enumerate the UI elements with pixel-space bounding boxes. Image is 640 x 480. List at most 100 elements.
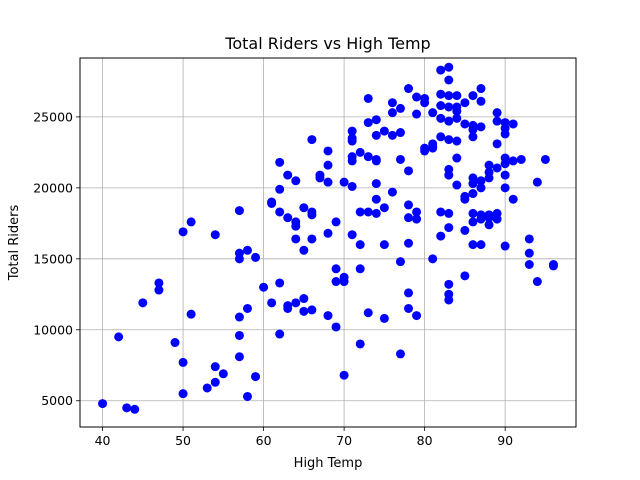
scatter-point <box>307 135 317 145</box>
scatter-point <box>492 116 502 126</box>
scatter-point <box>468 189 478 199</box>
scatter-point <box>436 113 446 123</box>
scatter-point <box>468 125 478 135</box>
scatter-point <box>178 389 188 399</box>
scatter-point <box>468 91 478 101</box>
scatter-point <box>251 252 261 262</box>
scatter-point <box>307 305 317 315</box>
scatter-point <box>460 194 470 204</box>
scatter-point <box>130 404 140 414</box>
scatter-point <box>355 147 365 157</box>
scatter-point <box>444 62 454 72</box>
scatter-point <box>291 234 301 244</box>
scatter-point <box>283 213 293 223</box>
scatter-point <box>436 65 446 75</box>
scatter-point <box>412 109 422 119</box>
scatter-point <box>500 241 510 251</box>
scatter-point <box>387 108 397 118</box>
scatter-point <box>275 329 285 339</box>
scatter-point <box>347 126 357 136</box>
y-tick-label: 20000 <box>33 180 73 195</box>
scatter-point <box>371 115 381 125</box>
scatter-point <box>516 154 526 164</box>
scatter-point <box>452 136 462 146</box>
scatter-point <box>524 234 534 244</box>
scatter-point <box>436 89 446 99</box>
scatter-point <box>460 225 470 235</box>
scatter-point <box>138 298 148 308</box>
scatter-point <box>363 308 373 318</box>
scatter-point <box>476 176 486 186</box>
scatter-point <box>540 154 550 164</box>
x-axis-label: High Temp <box>294 456 363 471</box>
scatter-point <box>452 180 462 190</box>
scatter-point <box>492 214 502 224</box>
scatter-point <box>283 170 293 180</box>
scatter-point <box>387 98 397 108</box>
scatter-point <box>234 312 244 322</box>
y-axis-label: Total Riders <box>7 205 22 282</box>
scatter-point <box>484 173 494 183</box>
scatter-point <box>242 303 252 313</box>
scatter-point <box>395 257 405 267</box>
scatter-point <box>379 126 389 136</box>
scatter-point <box>323 228 333 238</box>
data-points <box>98 62 558 414</box>
scatter-point <box>315 173 325 183</box>
scatter-point <box>444 135 454 145</box>
scatter-point <box>484 220 494 230</box>
y-tick-label: 5000 <box>41 393 73 408</box>
scatter-point <box>404 238 414 248</box>
chart-title: Total Riders vs High Temp <box>224 34 430 53</box>
scatter-point <box>234 254 244 264</box>
scatter-point <box>347 136 357 146</box>
scatter-point <box>444 102 454 112</box>
scatter-point <box>251 372 261 382</box>
scatter-point <box>242 245 252 255</box>
scatter-point <box>339 177 349 187</box>
scatter-point <box>331 217 341 227</box>
scatter-point <box>548 261 558 271</box>
scatter-point <box>275 278 285 288</box>
x-tick-label: 70 <box>336 433 352 448</box>
scatter-point <box>387 130 397 140</box>
scatter-point <box>218 369 228 379</box>
scatter-point <box>210 377 220 387</box>
scatter-point <box>347 230 357 240</box>
scatter-point <box>508 156 518 166</box>
scatter-point <box>500 183 510 193</box>
scatter-point <box>323 146 333 156</box>
scatter-point <box>267 198 277 208</box>
x-tick-label: 50 <box>175 433 191 448</box>
scatter-point <box>259 282 269 292</box>
scatter-point <box>363 93 373 103</box>
scatter-point <box>500 129 510 139</box>
scatter-point <box>420 98 430 108</box>
scatter-point <box>476 96 486 106</box>
scatter-point <box>404 213 414 223</box>
scatter-point <box>178 227 188 237</box>
scatter-point <box>444 279 454 289</box>
scatter-point <box>404 200 414 210</box>
scatter-point <box>532 177 542 187</box>
scatter-point <box>444 223 454 233</box>
scatter-point <box>283 303 293 313</box>
scatter-point <box>436 101 446 111</box>
scatter-point <box>355 339 365 349</box>
scatter-point <box>428 254 438 264</box>
scatter-point <box>234 330 244 340</box>
scatter-point <box>371 208 381 218</box>
scatter-point <box>395 154 405 164</box>
scatter-point <box>460 271 470 281</box>
scatter-point <box>379 203 389 213</box>
scatter-point <box>476 183 486 193</box>
scatter-point <box>154 278 164 288</box>
scatter-point <box>170 338 180 348</box>
scatter-point <box>371 130 381 140</box>
scatter-point <box>452 113 462 123</box>
scatter-point <box>267 298 277 308</box>
scatter-point <box>444 75 454 85</box>
